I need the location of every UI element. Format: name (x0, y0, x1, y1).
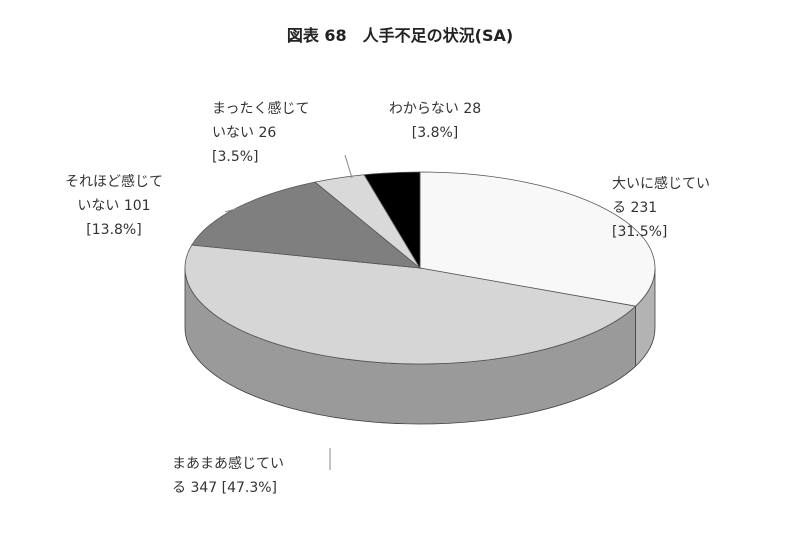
slice (419, 171, 656, 307)
leader-line (344, 154, 353, 179)
slice (191, 181, 422, 269)
value-label: 28 [3.8%] (411, 101, 482, 141)
value-label: 231 [31.5%] (612, 200, 668, 240)
data-label: まあまあ感じている 347 [47.3%] (172, 452, 286, 500)
slice (184, 244, 637, 365)
value-label: 347 [47.3%] (190, 480, 278, 496)
data-label: 大いに感じている 231 [31.5%] (612, 172, 712, 244)
category-label: わからない (388, 101, 459, 117)
data-label: まったく感じていない 26 [3.5%] (212, 97, 320, 169)
slice (363, 171, 421, 270)
leader-line (224, 204, 251, 213)
data-label: わからない 28 [3.8%] (385, 97, 485, 145)
chart-title: 図表 68 人手不足の状況(SA) (286, 26, 514, 45)
category-label: まったく感じていない (212, 101, 310, 141)
value-label: 26 [3.5%] (212, 125, 277, 165)
value-label: 101 [13.8%] (86, 198, 151, 238)
category-label: それほど感じていない (65, 174, 163, 214)
category-label: まあまあ感じている (172, 456, 284, 496)
category-label: 大いに感じている (612, 176, 710, 216)
data-label: それほど感じていない 101 [13.8%] (64, 170, 164, 242)
